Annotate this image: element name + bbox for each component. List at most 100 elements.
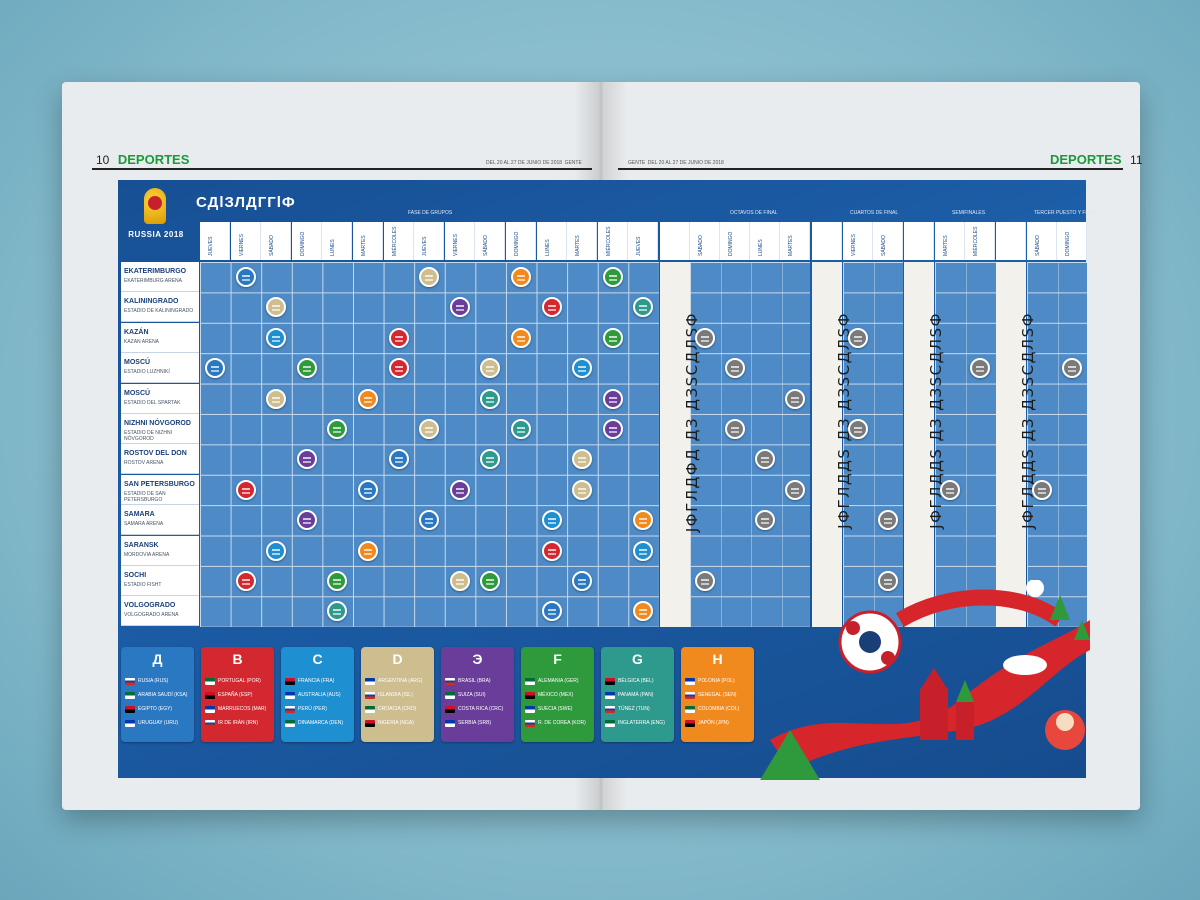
team-name: SENEGAL (SEN) (698, 692, 737, 698)
stadium-name: VOLGOGRADO ARENA (124, 612, 179, 619)
rest-band-4: ЈФГЛДДS ДЗ ДЗSСДЛSФ (996, 262, 1037, 627)
group-match-marker (541, 540, 562, 561)
group-team-row: NIGERIA (NGA) (365, 719, 431, 730)
group-match-marker (205, 358, 225, 379)
calendar-title: СДlЗЛДГГlФ (196, 194, 296, 211)
trophy-icon (144, 188, 166, 224)
flag-icon (445, 678, 455, 685)
group-team-row: CROACIA (CRO) (365, 705, 431, 716)
group-match-marker (266, 327, 287, 348)
snowflake-icon (1026, 580, 1044, 597)
team-name: ISLANDIA (ISL) (378, 692, 413, 698)
stadium-name: ROSTOV ARENA (124, 460, 164, 467)
flag-icon (285, 720, 295, 727)
group-match-marker (480, 388, 501, 409)
flag-icon (605, 706, 615, 713)
ko-day-header-12 (996, 222, 1026, 260)
right-section-name: DEPORTES (1050, 152, 1122, 167)
flag-icon (205, 706, 215, 713)
group-match-marker (388, 358, 409, 379)
semis-grid (935, 262, 996, 627)
group-team-row: RUSIA (RUS) (125, 677, 191, 688)
ko-day-header-8: SÁBADO (873, 222, 903, 260)
group-match-marker (235, 571, 256, 591)
group-match-marker (419, 419, 440, 439)
flag-icon (205, 678, 215, 685)
group-team-row: TÚNEZ (TUN) (605, 705, 671, 716)
group-team-row: ESPAÑA (ESP) (205, 691, 271, 702)
group-card-д: Д RUSIA (RUS) ARABIA SAUDÍ (KSA) EGIPTO (EG… (121, 647, 194, 742)
group-match-marker (449, 297, 470, 318)
city-name: MOSCÚ (124, 389, 151, 397)
ko-day-header-14: DOMINGO (1057, 222, 1087, 260)
knockout-match-marker (785, 479, 805, 500)
right-header-rule (618, 168, 1123, 170)
group-match-marker (358, 540, 378, 561)
group-letter: Э (472, 651, 483, 667)
knockout-match-marker (1032, 479, 1052, 500)
day-header-1: JUEVES (200, 222, 230, 260)
day-header-9: VIERNES (444, 222, 475, 260)
flag-icon (525, 678, 535, 685)
flag-icon (125, 720, 135, 727)
team-name: PORTUGAL (POR) (218, 678, 261, 684)
red-ribbon-arc (895, 589, 1065, 627)
group-team-row: PANAMÁ (PAN) (605, 691, 671, 702)
city-name: NIZHNI NÓVGOROD (124, 420, 191, 427)
team-name: POLONIA (POL) (698, 678, 735, 684)
group-match-marker (388, 327, 409, 348)
russia-illustration (760, 580, 1090, 780)
knockout-match-marker (970, 358, 990, 379)
team-name: FRANCIA (FRA) (298, 678, 335, 684)
group-match-marker (633, 297, 654, 318)
city-name: KAZÁN (124, 328, 149, 336)
team-name: R. DE COREA (KOR) (538, 720, 586, 726)
phase-groups-label: FASE DE GRUPOS (408, 210, 453, 216)
flag-icon (605, 692, 615, 699)
group-match-marker (296, 449, 317, 470)
group-team-row: DINAMARCA (DEN) (285, 719, 351, 730)
group-match-marker (327, 419, 348, 439)
team-name: MÉXICO (MEX) (538, 692, 574, 698)
final-grid (1027, 262, 1087, 627)
team-name: COSTA RICA (CRC) (458, 706, 504, 712)
ko-day-header-9 (904, 222, 934, 260)
day-header-4: DOMINGO (291, 222, 322, 260)
group-match-marker (511, 267, 531, 287)
flag-icon (285, 706, 295, 713)
group-team-row: AUSTRALIA (AUS) (285, 691, 351, 702)
group-card-h: H POLONIA (POL) SENEGAL (SEN) COLOMBIA (COL… (681, 647, 754, 742)
city-row: SOCHI ESTADIO FISHT (121, 566, 199, 596)
group-match-marker (480, 449, 501, 470)
group-match-marker (296, 510, 317, 531)
phase-round16-label: OCTAVOS DE FINAL (730, 210, 778, 216)
logo-text: RUSSIA 2018 (128, 230, 184, 239)
city-row: VOLGOGRADO VOLGOGRADO ARENA (121, 596, 199, 627)
team-name: CROACIA (CRO) (378, 706, 417, 712)
group-card-b: B PORTUGAL (POR) ESPAÑA (ESP) MARRUECOS (MA… (201, 647, 274, 742)
mountain-icon (760, 730, 820, 780)
rest-band-3: ЈФГЛДДS ДЗ ДЗSСДЛSФ (904, 262, 945, 627)
group-team-row: SUECIA (SWE) (525, 705, 591, 716)
group-team-row: R. DE COREA (KOR) (525, 719, 591, 730)
flag-icon (685, 706, 695, 713)
team-name: COLOMBIA (COL) (698, 706, 740, 712)
city-row: SAN PETERSBURGO ESTADIO DE SAN PETERSBURG… (121, 474, 199, 505)
ko-day-header-11: MIÉRCOLES (965, 222, 995, 260)
city-name: ROSTOV DEL DON (124, 450, 187, 458)
knockout-match-marker (878, 571, 898, 591)
team-name: NIGERIA (NGA) (378, 720, 414, 726)
flag-icon (605, 720, 615, 727)
team-name: BÉLGICA (BEL) (618, 678, 654, 684)
flag-icon (365, 720, 375, 727)
group-team-row: COSTA RICA (CRC) (445, 705, 511, 716)
city-row: SAMARA SAMARA ARENA (121, 505, 199, 536)
ko-day-header-5: MARTES (780, 222, 810, 260)
day-header-7: MIÉRCOLES (383, 222, 414, 260)
stadium-name: ESTADIO DE SAN PETERSBURGO (124, 490, 166, 503)
city-name: SOCHI (124, 572, 147, 579)
flag-icon (365, 678, 375, 685)
right-page-header: DEPORTES 11 (1050, 152, 1143, 168)
day-header-12: LUNES (536, 222, 567, 260)
red-ribbon (770, 620, 1090, 770)
